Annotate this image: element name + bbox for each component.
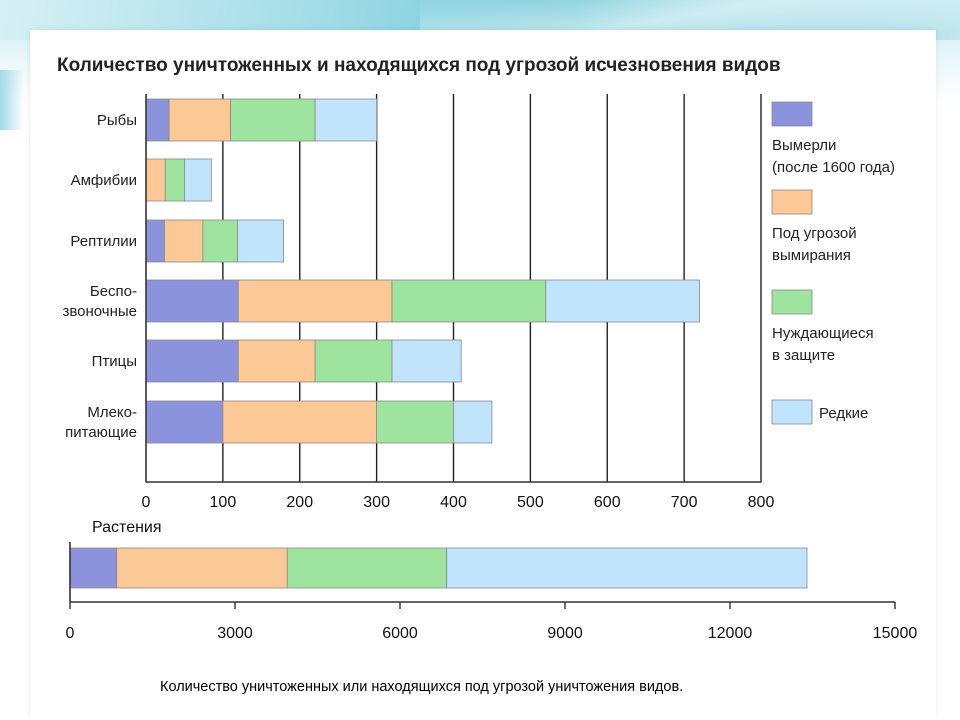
legend-label-в-защите: в защите — [772, 347, 835, 364]
legend: Вымерли (после 1600 года) Под угрозой вымир… — [771, 101, 895, 425]
x-tick-label-200: 200 — [286, 494, 313, 511]
bar-рептилии-под-угрозой-вымирания — [164, 219, 204, 263]
category-label-line: Млеко- — [87, 404, 137, 421]
category-label-млеко-питающие: Млеко-питающие — [65, 404, 137, 441]
category-label-line: Рыбы — [97, 112, 137, 129]
bar-птицы-под-угрозой-вымирания — [237, 339, 316, 383]
category-label-line: питающие — [65, 424, 137, 441]
plants-x-tick-label-15000: 15000 — [873, 625, 918, 642]
x-tick-label-400: 400 — [440, 494, 467, 511]
x-tick-label-300: 300 — [363, 494, 390, 511]
bar-амфибии-нуждающиеся-в-защите — [164, 158, 185, 202]
chart-panel: Количество уничтоженных и находящихся по… — [30, 30, 936, 720]
figure-caption: Количество уничтоженных или находящихся … — [160, 679, 683, 695]
plants-x-tick-label-3000: 3000 — [217, 625, 253, 642]
bar-млеко-питающие-под-угрозой-вымирания — [222, 400, 378, 444]
bar-беспо-звоночные-нуждающиеся-в-защите — [391, 279, 547, 323]
plants-x-tick-label-0: 0 — [66, 625, 75, 642]
category-label-line: Амфибии — [71, 172, 137, 189]
bar-рыбы-редкие — [314, 98, 378, 142]
x-tick-label-100: 100 — [210, 494, 237, 511]
plants-x-tick-label-12000: 12000 — [708, 625, 753, 642]
category-label-line: звоночные — [62, 303, 137, 320]
plants-x-tick-label-9000: 9000 — [547, 625, 583, 642]
x-tick-label-600: 600 — [594, 494, 621, 511]
plants-tick-labels: 0 3000 6000 9000 12000 15000 — [66, 625, 918, 642]
category-label-line: Рептилии — [70, 233, 137, 250]
legend-label-после-1600-года: (после 1600 года) — [772, 159, 895, 176]
bar-рыбы-вымерли-после-1600-года — [145, 98, 170, 142]
species-chart: Количество уничтоженных и находящихся по… — [57, 55, 918, 695]
plants-bars — [69, 547, 808, 589]
bar-рыбы-под-угрозой-вымирания — [168, 98, 231, 142]
plants-chart-title: Растения — [92, 519, 162, 536]
category-label-line: Птицы — [92, 353, 137, 370]
legend-swatch-4 — [771, 399, 813, 425]
bar-рептилии-редкие — [237, 219, 285, 263]
legend-label-редкие: Редкие — [819, 405, 868, 422]
category-label-амфибии: Амфибии — [71, 172, 137, 189]
bar-птицы-нуждающиеся-в-защите — [314, 339, 393, 383]
plants-bar-редкие — [446, 547, 808, 589]
bar-рептилии-нуждающиеся-в-защите — [202, 219, 238, 263]
bar-птицы-вымерли-после-1600-года — [145, 339, 239, 383]
legend-label-вымерли: Вымерли — [772, 137, 836, 154]
slide-wave-decoration — [420, 0, 960, 30]
legend-label-вымирания: вымирания — [772, 247, 851, 264]
x-tick-label-700: 700 — [671, 494, 698, 511]
bar-млеко-питающие-нуждающиеся-в-защите — [376, 400, 454, 444]
category-label-line: Беспо- — [90, 283, 137, 300]
bar-млеко-питающие-вымерли-после-1600-года — [145, 400, 224, 444]
chart-title: Количество уничтоженных и находящихся по… — [57, 55, 781, 76]
category-label-беспо-звоночные: Беспо-звоночные — [62, 283, 137, 320]
bar-амфибии-редкие — [184, 158, 212, 202]
category-label-птицы: Птицы — [92, 353, 137, 370]
x-tick-label-800: 800 — [748, 494, 775, 511]
bar-амфибии-под-угрозой-вымирания — [145, 158, 166, 202]
tick-labels: 0 100 200 300 400 500 600 700 800 — [142, 494, 775, 511]
bar-беспо-звоночные-редкие — [545, 279, 700, 323]
plants-bar-нуждающиеся-в-защите — [286, 547, 448, 589]
slide-left-decoration — [0, 70, 24, 130]
plants-x-tick-label-6000: 6000 — [382, 625, 418, 642]
plants-bar-под-угрозой-вымирания — [116, 547, 288, 589]
plants-axes — [69, 542, 896, 609]
bar-беспо-звоночные-вымерли-после-1600-года — [145, 279, 239, 323]
legend-swatch-1 — [771, 101, 813, 127]
legend-label-нуждающиеся: Нуждающиеся — [772, 325, 874, 342]
bars — [145, 98, 700, 444]
legend-label-под-угрозой: Под угрозой — [772, 225, 857, 242]
bar-млеко-питающие-редкие — [453, 400, 493, 444]
bar-рыбы-нуждающиеся-в-защите — [230, 98, 316, 142]
legend-swatch-2 — [771, 189, 813, 215]
category-label-рыбы: Рыбы — [97, 112, 137, 129]
category-label-рептилии: Рептилии — [70, 233, 137, 250]
category-labels: Рыбы Амфибии Рептилии Беспо-звоночные Птицы М… — [62, 112, 137, 441]
bar-птицы-редкие — [391, 339, 462, 383]
bar-беспо-звоночные-под-угрозой-вымирания — [237, 279, 393, 323]
axes — [145, 94, 761, 483]
legend-swatch-3 — [771, 289, 813, 315]
x-tick-label-0: 0 — [142, 494, 151, 511]
bar-рептилии-вымерли-после-1600-года — [145, 219, 165, 263]
plants-bar-вымерли-после-1600-года — [69, 547, 118, 589]
x-tick-label-500: 500 — [517, 494, 544, 511]
